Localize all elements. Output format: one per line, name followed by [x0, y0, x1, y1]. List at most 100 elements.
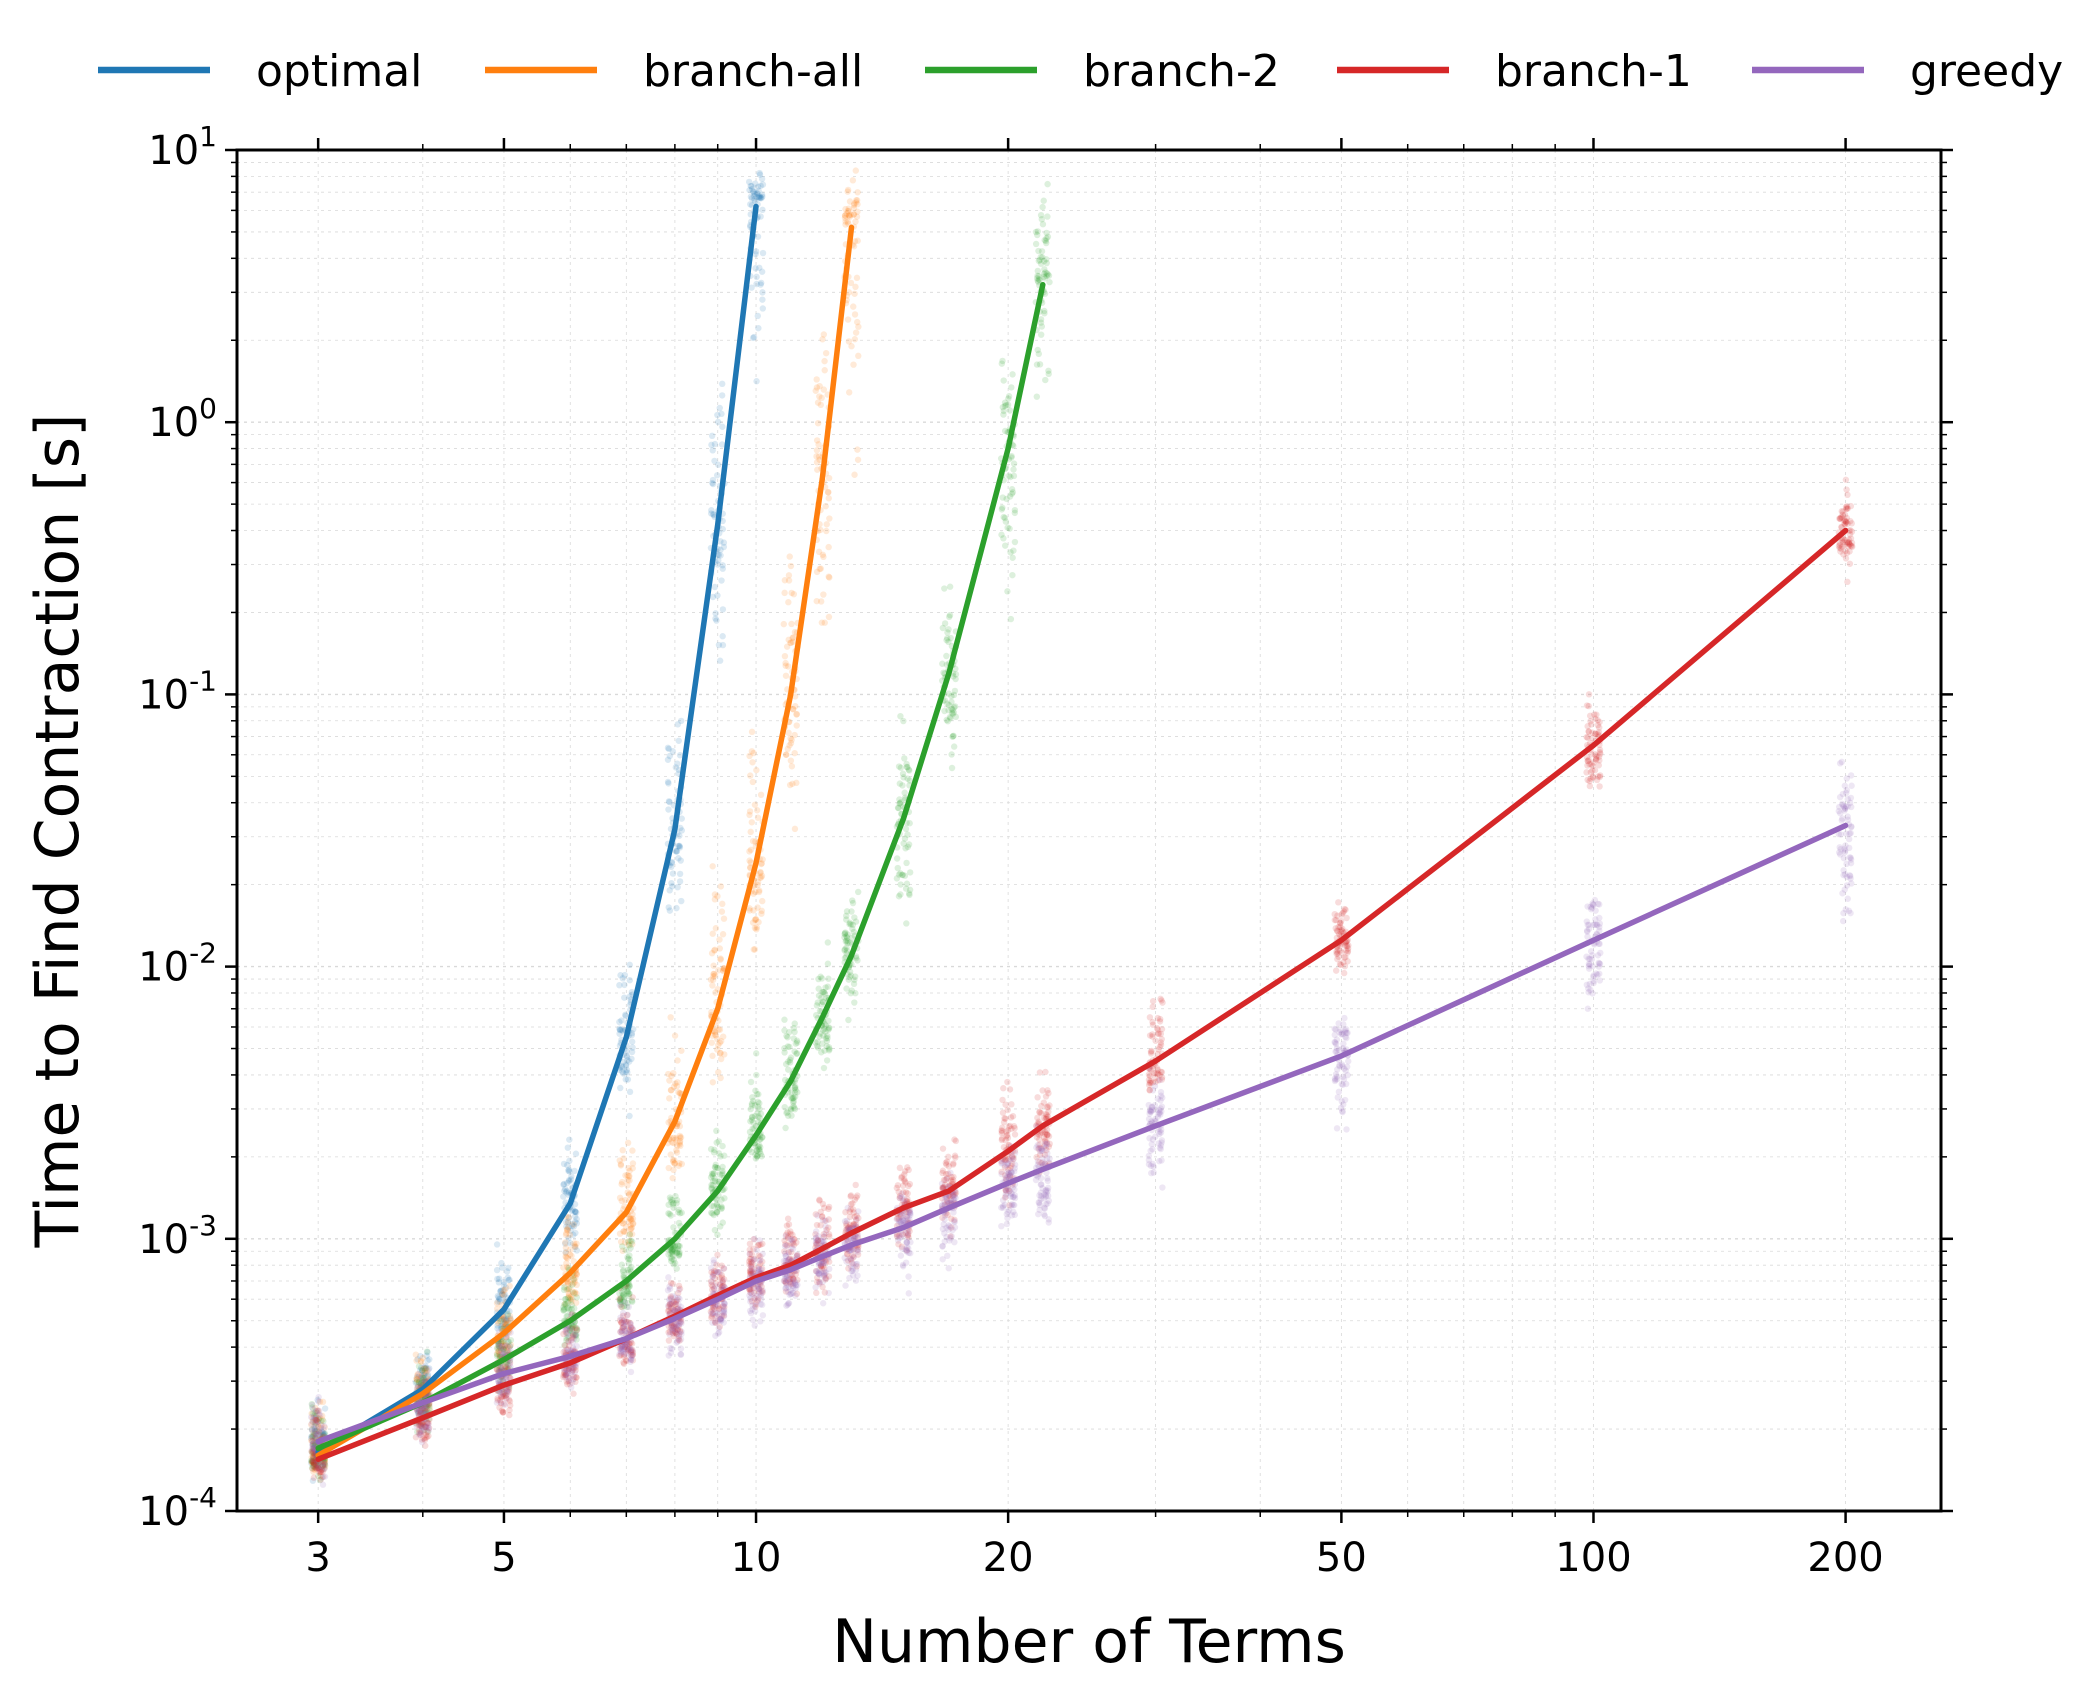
scatter-point	[791, 628, 799, 636]
scatter-point	[620, 1294, 628, 1301]
scatter-point	[751, 190, 759, 198]
scatter-point	[425, 1427, 433, 1434]
scatter-point	[675, 737, 682, 744]
scatter-point	[321, 1473, 329, 1480]
scatter-point	[498, 1365, 506, 1372]
scatter-point	[746, 907, 753, 914]
scatter-point	[670, 1158, 677, 1166]
scatter-point	[309, 1457, 316, 1464]
scatter-point	[629, 1160, 637, 1167]
scatter-point	[624, 1076, 632, 1083]
scatter-point	[501, 1315, 508, 1323]
scatter-point	[821, 1047, 828, 1054]
scatter-point	[417, 1409, 425, 1417]
scatter-point	[308, 1410, 315, 1417]
scatter-point	[1044, 1177, 1051, 1185]
scatter-point	[667, 1151, 674, 1158]
scatter-point	[666, 752, 674, 760]
scatter-point	[310, 1445, 317, 1452]
scatter-point	[844, 208, 852, 215]
scatter-point	[415, 1363, 423, 1370]
scatter-point	[709, 1319, 716, 1326]
scatter-point	[676, 844, 684, 851]
scatter-point	[666, 1194, 674, 1201]
scatter-point	[628, 1217, 635, 1224]
scatter-point	[673, 848, 680, 855]
scatter-point	[573, 1290, 580, 1297]
scatter-point	[560, 1181, 567, 1188]
scatter-point	[818, 619, 826, 626]
scatter-point	[497, 1391, 504, 1399]
scatter-point	[1038, 323, 1046, 330]
scatter-point	[824, 939, 832, 946]
scatter-point	[564, 1255, 571, 1262]
scatter-point	[782, 1252, 789, 1260]
scatter-point	[496, 1343, 503, 1350]
scatter-point	[842, 212, 849, 219]
scatter-point	[814, 399, 822, 406]
scatter-point	[813, 447, 821, 454]
scatter-point	[782, 1124, 789, 1132]
scatter-point	[850, 303, 857, 310]
scatter-point	[674, 1245, 682, 1253]
scatter-point	[713, 1164, 721, 1172]
scatter-point	[566, 1136, 573, 1143]
scatter-point	[787, 562, 795, 570]
scatter-point	[786, 781, 794, 789]
scatter-point	[1040, 197, 1047, 204]
scatter-point	[790, 590, 798, 598]
scatter-point	[676, 1139, 684, 1146]
scatter-point	[309, 1432, 316, 1439]
scatter-point	[426, 1402, 433, 1410]
scatter-point	[842, 221, 849, 228]
scatter-point	[626, 1283, 633, 1290]
scatter-point	[713, 1046, 721, 1053]
scatter-point	[846, 213, 854, 220]
scatter-point	[845, 207, 852, 215]
scatter-point	[564, 1218, 572, 1225]
scatter-point	[413, 1376, 421, 1383]
scatter-point	[417, 1422, 425, 1429]
scatter-point	[617, 1298, 624, 1306]
scatter-point	[572, 1331, 579, 1339]
scatter-point	[567, 1240, 574, 1247]
scatter-point	[904, 1229, 912, 1237]
scatter-point	[674, 1057, 681, 1064]
scatter-point	[573, 1342, 581, 1350]
scatter-point	[568, 1324, 576, 1331]
scatter-point	[565, 1290, 573, 1297]
scatter-point	[719, 1219, 726, 1226]
scatter-point	[498, 1407, 506, 1414]
scatter-point	[714, 1035, 721, 1043]
scatter-point	[493, 1241, 501, 1248]
scatter-point	[627, 1355, 634, 1362]
scatter-point	[501, 1286, 509, 1293]
scatter-point	[758, 874, 765, 881]
scatter-point	[418, 1371, 426, 1378]
scatter-point	[819, 1216, 827, 1224]
scatter-point	[752, 1151, 759, 1158]
scatter-point	[946, 583, 954, 590]
scatter-point	[422, 1408, 429, 1415]
scatter-point	[311, 1466, 318, 1474]
scatter-point	[1333, 1125, 1341, 1132]
scatter-point	[1156, 1018, 1164, 1025]
scatter-point	[783, 1302, 790, 1309]
scatter-point	[310, 1452, 317, 1460]
scatter-point	[756, 874, 764, 882]
scatter-point	[1036, 1069, 1044, 1076]
scatter-point	[626, 1252, 633, 1259]
scatter-point	[563, 1223, 570, 1230]
scatter-point	[851, 999, 858, 1006]
scatter-point	[316, 1476, 324, 1484]
scatter-point	[414, 1428, 421, 1436]
scatter-point	[824, 489, 832, 496]
scatter-point	[822, 1022, 830, 1029]
scatter-point	[665, 745, 673, 753]
scatter-point	[418, 1367, 426, 1374]
scatter-point	[494, 1298, 501, 1305]
scatter-point	[495, 1279, 503, 1286]
scatter-point	[423, 1367, 431, 1374]
scatter-point	[311, 1412, 318, 1419]
scatter-point	[623, 1303, 631, 1311]
